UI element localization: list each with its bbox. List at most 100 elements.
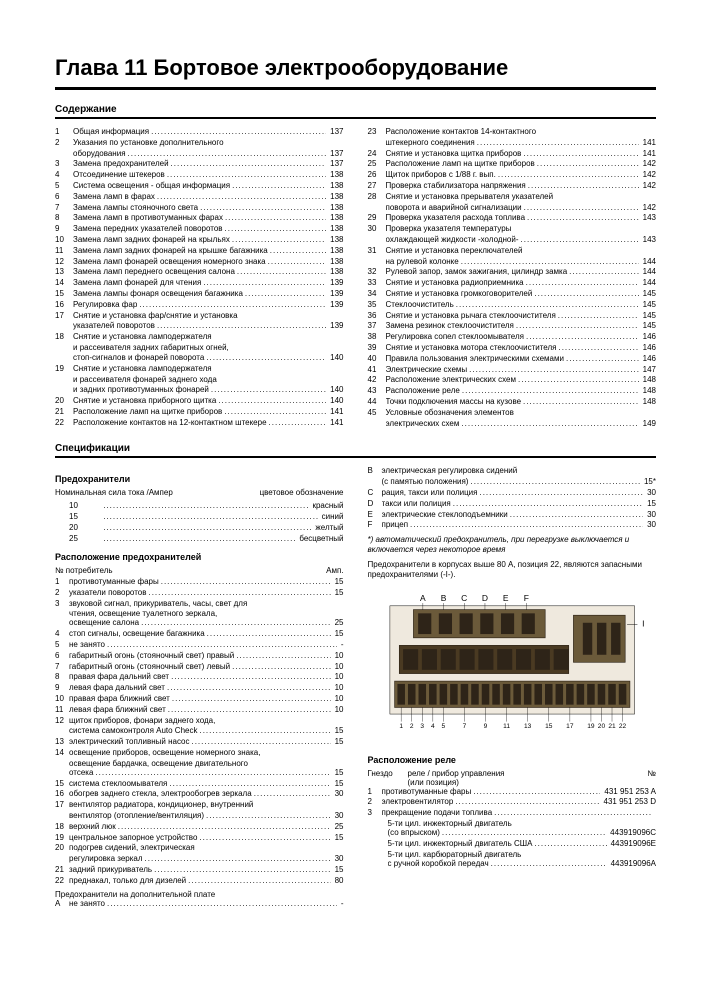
- toc-row: 5Система освещения - общая информация138: [55, 181, 344, 192]
- fuses-col-left: Номинальная сила тока /Ампер: [55, 488, 173, 499]
- toc-row: 21Расположение ламп на щитке приборов141: [55, 407, 344, 418]
- fl-row: 10правая фара ближний свет10: [55, 694, 344, 705]
- toc-row: 36Снятие и установка рычага стеклоочисти…: [368, 311, 657, 322]
- toc-row: 4Отсоединение штекеров138: [55, 170, 344, 181]
- toc-row: 32Рулевой запор, замок зажигания, цилинд…: [368, 267, 657, 278]
- svg-text:1: 1: [399, 723, 403, 730]
- relay-row: 2электровентилятор431 951 253 D: [368, 797, 657, 808]
- svg-text:13: 13: [524, 723, 532, 730]
- fl-row: 20подогрев сидений, электрическая: [55, 843, 344, 854]
- relay-sub: 5-ти цил. инжекторный двигатель: [368, 819, 657, 828]
- toc-row: 31Снятие и установка переключателей: [368, 246, 657, 257]
- fuse-layout-heading: Расположение предохранителей: [55, 552, 344, 562]
- fl-col-r: Амп.: [326, 566, 343, 577]
- fl-row: 21задний прикуриватель15: [55, 865, 344, 876]
- toc-row: 30Проверка указателя температуры: [368, 224, 657, 235]
- relay-col3: №: [647, 769, 656, 778]
- fl-row: Bэлектрическая регулировка сидений: [368, 466, 657, 477]
- toc-row: 33Снятие и установка радиоприемника144: [368, 278, 657, 289]
- toc-row: 35Стеклоочиститель145: [368, 300, 657, 311]
- fl-row: освещение бардачка, освещение двигательн…: [55, 759, 344, 768]
- svg-text:4: 4: [430, 723, 434, 730]
- toc-row: 45Условные обозначения элементов: [368, 408, 657, 419]
- section-specs: Спецификации: [55, 443, 656, 458]
- fl-row: отсека15: [55, 768, 344, 779]
- toc-row: 37Замена резинок стеклоочистителя145: [368, 321, 657, 332]
- fl-row: 3звуковой сигнал, прикуриватель, часы, с…: [55, 599, 344, 610]
- svg-text:A: A: [420, 593, 426, 603]
- toc-row: электрических схем149: [368, 419, 657, 430]
- fl-row: Eэлектрические стеклоподъемники30: [368, 510, 657, 521]
- fl-row: система самоконтроля Auto Check15: [55, 726, 344, 737]
- fl-row: 4стоп сигналы, освещение багажника15: [55, 629, 344, 640]
- toc-row: 41Электрические схемы147: [368, 365, 657, 376]
- section-contents: Содержание: [55, 104, 656, 119]
- toc-row: 17Снятие и установка фар/снятие и устано…: [55, 311, 344, 322]
- toc-row: 11Замена ламп задних фонарей на крышке б…: [55, 246, 344, 257]
- fl-row: (с памятью положения)15*: [368, 477, 657, 488]
- svg-text:I: I: [642, 618, 644, 628]
- toc-row: и задних противотуманных фонарей140: [55, 385, 344, 396]
- fl-row: 13электрический топливный насос15: [55, 737, 344, 748]
- fl-row: 18верхний люк25: [55, 822, 344, 833]
- toc-row: поворота и аварийной сигнализации142: [368, 203, 657, 214]
- svg-text:19: 19: [587, 723, 595, 730]
- svg-text:7: 7: [462, 723, 466, 730]
- toc-row: 39Снятие и установка мотора стеклоочисти…: [368, 343, 657, 354]
- toc-row: 42Расположение электрических схем148: [368, 375, 657, 386]
- svg-text:C: C: [461, 593, 467, 603]
- toc-row: охлаждающей жидкости -холодной-143: [368, 235, 657, 246]
- fuse-diagram: ABCDEF 12345791113151719202122 I: [368, 587, 657, 747]
- toc-row: 22Расположение контактов на 12-контактно…: [55, 418, 344, 429]
- fuses-heading: Предохранители: [55, 474, 344, 484]
- fuse-amp-row: 25 бесцветный: [55, 534, 344, 545]
- specs-body: Предохранители Номинальная сила тока /Ам…: [55, 466, 656, 909]
- toc-row: оборудования137: [55, 149, 344, 160]
- fuse-amp-row: 15 синий: [55, 512, 344, 523]
- toc-row: 9Замена передних указателей поворотов138: [55, 224, 344, 235]
- toc-row: и рассеивателя задних габаритных огней,: [55, 343, 344, 353]
- toc-row: 15Замена лампы фонаря освещения багажник…: [55, 289, 344, 300]
- note2: Предохранители в корпусах выше 80 А, поз…: [368, 560, 657, 581]
- relay-row: 1противотуманные фары431 951 253 A: [368, 787, 657, 798]
- fl-row: 5не занято-: [55, 640, 344, 651]
- fuse-amp-row: 20 желтый: [55, 523, 344, 534]
- svg-text:3: 3: [420, 723, 424, 730]
- svg-text:17: 17: [566, 723, 574, 730]
- svg-text:15: 15: [545, 723, 553, 730]
- svg-text:2: 2: [409, 723, 413, 730]
- fl-footer: Предохранители на дополнительной плате: [55, 890, 344, 899]
- toc-row: 14Замена ламп фонарей для чтения139: [55, 278, 344, 289]
- toc-row: 12Замена ламп фонарей освещения номерног…: [55, 257, 344, 268]
- svg-text:B: B: [440, 593, 446, 603]
- fl-row: 22преднакал, только для дизелей80: [55, 876, 344, 887]
- fl-row: 8правая фара дальний свет10: [55, 672, 344, 683]
- toc-row: 25Расположение ламп на щитке приборов142: [368, 159, 657, 170]
- toc: 1Общая информация1372Указания по установ…: [55, 127, 656, 429]
- toc-row: 19Снятие и установка ламподержателя: [55, 364, 344, 375]
- fl-row: освещение салона25: [55, 618, 344, 629]
- svg-text:F: F: [523, 593, 528, 603]
- toc-row: 27Проверка стабилизатора напряжения142: [368, 181, 657, 192]
- fl-row: Cрация, такси или полиция30: [368, 488, 657, 499]
- fl-row: регулировка зеркал30: [55, 854, 344, 865]
- svg-text:22: 22: [618, 723, 626, 730]
- svg-text:11: 11: [503, 723, 510, 730]
- toc-row: 28Снятие и установка прерывателя указате…: [368, 192, 657, 203]
- svg-text:E: E: [502, 593, 508, 603]
- toc-row: 7Замена лампы стояночного света138: [55, 203, 344, 214]
- fl-row: 12щиток приборов, фонари заднего хода,: [55, 716, 344, 727]
- relay-col1: Гнездо: [368, 769, 408, 778]
- toc-row: 16Регулировка фар139: [55, 300, 344, 311]
- fl-row: 6габаритный огонь (стояночный свет) прав…: [55, 651, 344, 662]
- fl-row: 2указатели поворотов15: [55, 588, 344, 599]
- fl-row: чтения, освещение туалетного зеркала,: [55, 609, 344, 618]
- toc-row: 43Расположение реле148: [368, 386, 657, 397]
- svg-text:D: D: [481, 593, 487, 603]
- toc-row: 20Снятие и установка приборного щитка140: [55, 396, 344, 407]
- toc-row: 40Правила пользования электрическими схе…: [368, 354, 657, 365]
- chapter-title: Глава 11 Бортовое электрооборудование: [55, 55, 656, 90]
- fl-row: 15система стеклоомывателя15: [55, 779, 344, 790]
- relay-sub: 5-ти цил. карбюраторный двигатель: [368, 850, 657, 859]
- fl-row: 7габаритный огонь (стояночный свет) левы…: [55, 662, 344, 673]
